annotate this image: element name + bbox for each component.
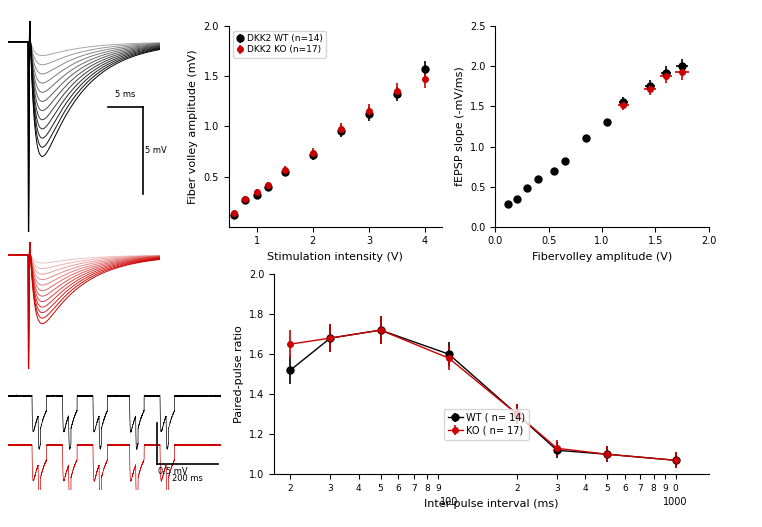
Text: 1000: 1000 <box>663 497 688 508</box>
X-axis label: Inter-pulse interval (ms): Inter-pulse interval (ms) <box>424 499 559 509</box>
Legend: WT ( n= 14), KO ( n= 17): WT ( n= 14), KO ( n= 17) <box>444 409 529 440</box>
Y-axis label: Paired-pulse ratio: Paired-pulse ratio <box>234 325 244 423</box>
Text: 5 ms: 5 ms <box>115 90 136 99</box>
X-axis label: Fibervolley amplitude (V): Fibervolley amplitude (V) <box>532 252 672 262</box>
Legend: DKK2 WT (n=14), DKK2 KO (n=17): DKK2 WT (n=14), DKK2 KO (n=17) <box>233 31 326 58</box>
Text: 0.5 mV: 0.5 mV <box>158 467 188 476</box>
X-axis label: Stimulation intensity (V): Stimulation intensity (V) <box>267 252 403 262</box>
Y-axis label: Fiber volley amplitude (mV): Fiber volley amplitude (mV) <box>188 49 198 204</box>
Y-axis label: fEPSP slope (-mV/ms): fEPSP slope (-mV/ms) <box>454 66 465 187</box>
Text: 100: 100 <box>440 497 458 508</box>
Text: 200 ms: 200 ms <box>172 474 203 483</box>
Text: 5 mV: 5 mV <box>145 146 167 155</box>
